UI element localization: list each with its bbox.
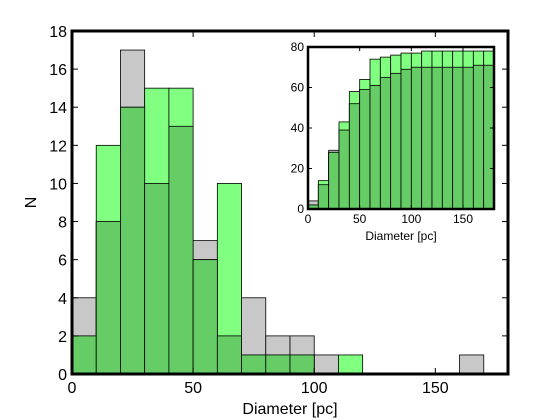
inset-overlap-bar-9 — [400, 68, 412, 210]
inset-overlap-bar-2 — [328, 151, 340, 210]
inset-overlap-bar-7 — [379, 76, 392, 210]
main-xtick-label: 0 — [68, 380, 77, 397]
inset-ytick-label: 60 — [291, 81, 305, 95]
main-overlap-bar-0 — [71, 335, 97, 375]
main-overlap-bar-4 — [168, 125, 194, 375]
inset-overlap-bar-15 — [462, 66, 474, 210]
inset-ticks: 0 50 100 150 0 20 40 60 80 — [291, 40, 494, 226]
inset-ytick-label: 0 — [297, 202, 304, 216]
main-ytick-label: 18 — [49, 24, 67, 41]
inset-overlap-bar-11 — [421, 66, 433, 210]
main-x-axis-label: Diameter [pc] — [242, 401, 337, 418]
inset-overlap-bar-4 — [348, 103, 361, 210]
inset-cumulative-histogram: 0 50 100 150 0 20 40 60 80 Diameter [pc] — [278, 40, 498, 247]
main-ticks: 0 50 100 150 0 2 4 6 8 10 12 14 16 18 — [49, 24, 508, 397]
inset-x-axis-label: Diameter [pc] — [365, 229, 436, 243]
main-overlap-bar-6 — [216, 335, 242, 375]
main-ytick-label: 10 — [49, 176, 67, 193]
inset-xtick-label: 150 — [453, 212, 473, 226]
inset-overlap-bar-12 — [431, 66, 443, 210]
main-ytick-label: 12 — [49, 138, 67, 155]
main-overlap-bar-3 — [144, 183, 170, 375]
inset-xtick-label: 50 — [353, 212, 367, 226]
main-overlap-bar-8 — [265, 354, 291, 375]
main-overlap-bar-7 — [241, 354, 267, 375]
inset-overlap-bar-5 — [359, 89, 371, 210]
main-plot-frame — [70, 29, 510, 376]
inset-overlap-bar-14 — [452, 66, 464, 210]
inset-overlap-bar-1 — [317, 184, 330, 210]
inset-overlap-bar-8 — [390, 72, 402, 210]
main-ytick-label: 0 — [58, 367, 67, 384]
inset-xtick-label: 100 — [401, 212, 421, 226]
inset-xtick-label: 0 — [305, 212, 312, 226]
main-ytick-label: 14 — [49, 100, 67, 117]
main-overlap-bar-5 — [192, 259, 218, 375]
main-ytick-label: 6 — [58, 253, 67, 270]
inset-ytick-label: 40 — [291, 121, 305, 135]
main-overlap-bar-9 — [289, 354, 315, 375]
main-xtick-label: 50 — [184, 380, 202, 397]
main-series0-bar-10 — [313, 354, 339, 375]
main-xtick-label: 100 — [301, 380, 328, 397]
main-overlap-bar-2 — [120, 106, 146, 375]
main-series1-bar-11 — [338, 354, 364, 375]
main-xtick-label: 150 — [422, 380, 449, 397]
inset-ytick-label: 80 — [291, 40, 305, 54]
main-ytick-label: 2 — [58, 329, 67, 346]
main-series0-bar-16 — [459, 354, 485, 375]
inset-overlap-bar-10 — [410, 66, 423, 210]
inset-overlap-bar-17 — [483, 64, 495, 210]
main-y-axis-label: N — [23, 197, 40, 209]
main-bars — [71, 49, 485, 375]
main-histogram: 0 50 100 150 0 2 4 6 8 10 12 14 16 18 Diameter [pc] N — [23, 24, 510, 418]
inset-overlap-bar-3 — [338, 129, 350, 210]
inset-bars — [307, 50, 495, 210]
inset-overlap-bar-6 — [369, 85, 381, 210]
inset-ytick-label: 20 — [291, 162, 305, 176]
inset-overlap-bar-13 — [441, 66, 454, 210]
main-ytick-label: 16 — [49, 62, 67, 79]
main-ytick-label: 4 — [58, 291, 67, 308]
inset-overlap-bar-16 — [472, 64, 485, 210]
main-ytick-label: 8 — [58, 215, 67, 232]
main-overlap-bar-1 — [95, 221, 121, 375]
